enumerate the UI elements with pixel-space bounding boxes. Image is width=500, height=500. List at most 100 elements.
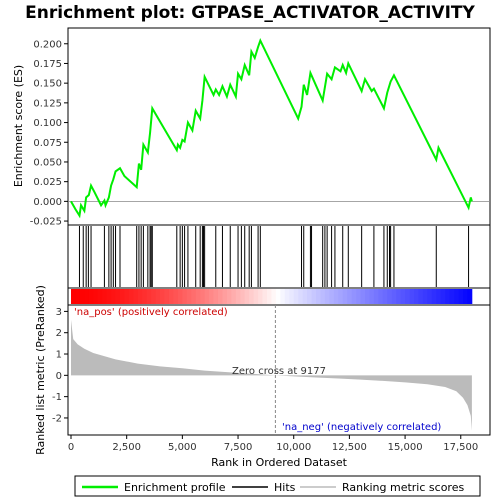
pos-label: 'na_pos' (positively correlated) [74,307,228,318]
strip-segment [338,289,344,304]
strip-segment [378,289,384,304]
x-axis-label: Rank in Ordered Dataset [211,456,348,469]
strip-segment [467,289,473,304]
es-ytick-label: 0.075 [33,138,62,149]
strip-segment [396,289,402,304]
x-tick-label: 12,500 [332,442,367,453]
strip-segment [111,289,116,304]
strip-segment [400,289,406,304]
es-panel [67,27,491,226]
chart-title: Enrichment plot: GTPASE_ACTIVATOR_ACTIVI… [25,3,475,23]
strip-segment [88,289,94,304]
metric-ytick-label: 0 [56,371,62,382]
strip-segment [391,289,397,304]
strip-segment [97,289,103,304]
es-ytick-label: -0.025 [30,217,62,228]
x-tick-label: 10,000 [276,442,311,453]
strip-segment [360,289,366,304]
strip-segment [351,289,357,304]
strip-segment [454,289,459,304]
strip-segment [422,289,428,304]
strip-segment [231,289,237,304]
strip-segment [382,289,388,304]
strip-segment [280,289,286,304]
es-ytick-label: 0.175 [33,59,62,70]
strip-segment [209,289,214,304]
legend-box [74,475,481,497]
strip-segment [311,289,317,304]
es-ytick-label: 0.000 [33,197,62,208]
metric-ytick-label: 3 [56,307,62,318]
strip-segment [275,289,281,304]
metric-ytick-label: -2 [52,413,62,424]
strip-segment [409,289,415,304]
strip-segment [182,289,188,304]
strip-segment [449,289,455,304]
strip-segment [462,289,468,304]
metric-area [71,319,472,431]
strip-segment [347,289,353,304]
strip-segment [133,289,139,304]
strip-segment [93,289,99,304]
strip-segment [177,289,183,304]
strip-segment [271,289,277,304]
strip-segment [119,289,125,304]
es-ytick-label: 0.150 [33,79,62,90]
strip-segment [413,289,419,304]
strip-segment [289,289,295,304]
strip-segment [387,289,393,304]
strip-segment [440,289,446,304]
strip-segment [436,289,442,304]
strip-segment [106,289,112,304]
legend-label-metric: Ranking metric scores [342,481,464,494]
strip-segment [364,289,370,304]
strip-segment [217,289,223,304]
metric-ytick-label: -1 [52,392,62,403]
strip-segment [262,289,268,304]
strip-segment [186,289,192,304]
legend-label-enrichment: Enrichment profile [124,481,226,494]
strip-segment [445,289,451,304]
x-tick-label: 2,500 [112,442,141,453]
strip-segment [405,289,410,304]
es-ylabel: Enrichment score (ES) [12,65,25,187]
x-tick-label: 17,500 [443,442,478,453]
strip-segment [151,289,157,304]
strip-segment [342,289,348,304]
strip-segment [168,289,174,304]
strip-segment [356,289,361,304]
strip-segment [302,289,308,304]
strip-segment [191,289,197,304]
strip-segment [324,289,330,304]
strip-segment [431,289,437,304]
strip-segment [128,289,134,304]
x-tick-label: 7,500 [224,442,253,453]
strip-segment [315,289,321,304]
strip-segment [84,289,90,304]
x-tick-label: 0 [68,442,74,453]
strip-segment [284,289,290,304]
es-ytick-label: 0.025 [33,177,62,188]
strip-segment [418,289,424,304]
strip-segment [102,289,108,304]
strip-segment [253,289,259,304]
legend-label-hits: Hits [274,481,296,494]
strip-segment [266,289,272,304]
strip-segment [75,289,81,304]
hits-panel [67,224,491,289]
es-line [70,38,473,219]
x-tick-label: 15,000 [388,442,423,453]
strip-segment [329,289,335,304]
strip-segment [249,289,255,304]
strip-segment [226,289,232,304]
strip-segment [458,289,464,304]
metric-ylabel: Ranked list metric (PreRanked) [34,285,47,455]
strip-segment [160,289,165,304]
zero-cross-label: Zero cross at 9177 [232,366,326,377]
strip-segment [204,289,210,304]
strip-segment [258,289,263,304]
strip-segment [293,289,299,304]
strip-segment [333,289,339,304]
strip-segment [195,289,201,304]
